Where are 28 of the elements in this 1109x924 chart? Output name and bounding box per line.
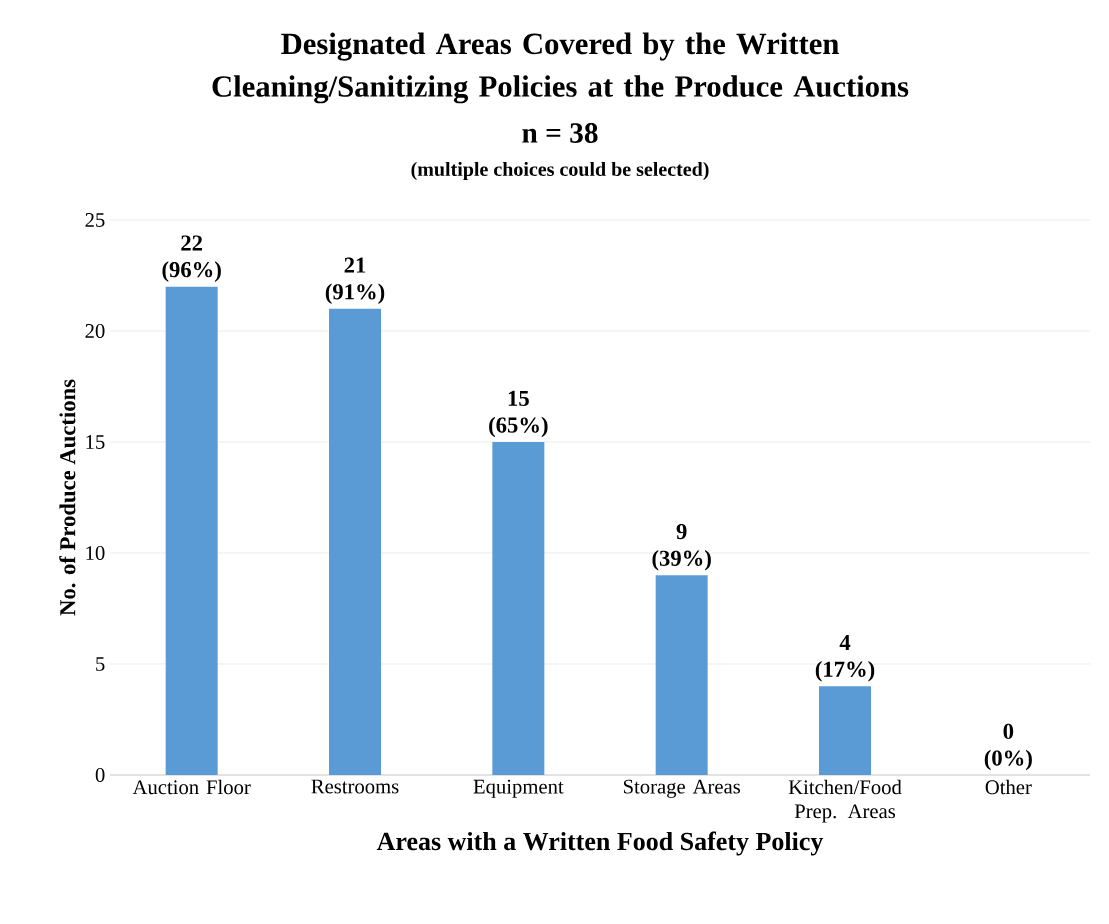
chart-subtitle: n = 38 xyxy=(522,123,598,143)
data-label: 0 (0%) xyxy=(984,723,1032,771)
data-label: 22 (96%) xyxy=(162,235,221,282)
x-tick-label: Storage Areas xyxy=(623,779,741,798)
data-label: 21 (91%) xyxy=(325,257,385,305)
data-label: 9 (39%) xyxy=(652,523,711,571)
bar xyxy=(165,286,218,775)
x-tick-label: Other xyxy=(985,779,1032,795)
text: (multiple choices could be selected) xyxy=(411,161,709,181)
bar xyxy=(492,442,545,775)
y-tick-label: 0 xyxy=(95,768,105,782)
x-tick-label: Equipment xyxy=(473,779,564,798)
data-label: 15 (65%) xyxy=(489,390,548,438)
data-label: 4 (17%) xyxy=(815,635,875,682)
bar xyxy=(655,575,708,775)
y-tick-label: 5 xyxy=(96,657,105,671)
y-tick-label: 25 xyxy=(85,213,105,227)
y-axis-title: No. of Produce Auctions xyxy=(59,379,76,616)
x-tick-label: Auction Floor xyxy=(132,779,251,795)
y-tick-label: 20 xyxy=(85,324,105,338)
y-tick-label: 15 xyxy=(86,435,105,449)
bar xyxy=(329,308,381,775)
chart-title: Designated Areas Covered by the Written Cleaning/Sanitizing Policies at the Produce Auctions xyxy=(212,32,909,104)
x-tick-label: Kitchen/Food Prep. Areas xyxy=(788,779,902,823)
x-axis-title: Areas with a Written Food Safety Policy xyxy=(376,831,824,856)
x-tick-label: Restrooms xyxy=(311,779,399,794)
y-tick-label: 10 xyxy=(86,546,105,560)
bar xyxy=(819,686,872,775)
